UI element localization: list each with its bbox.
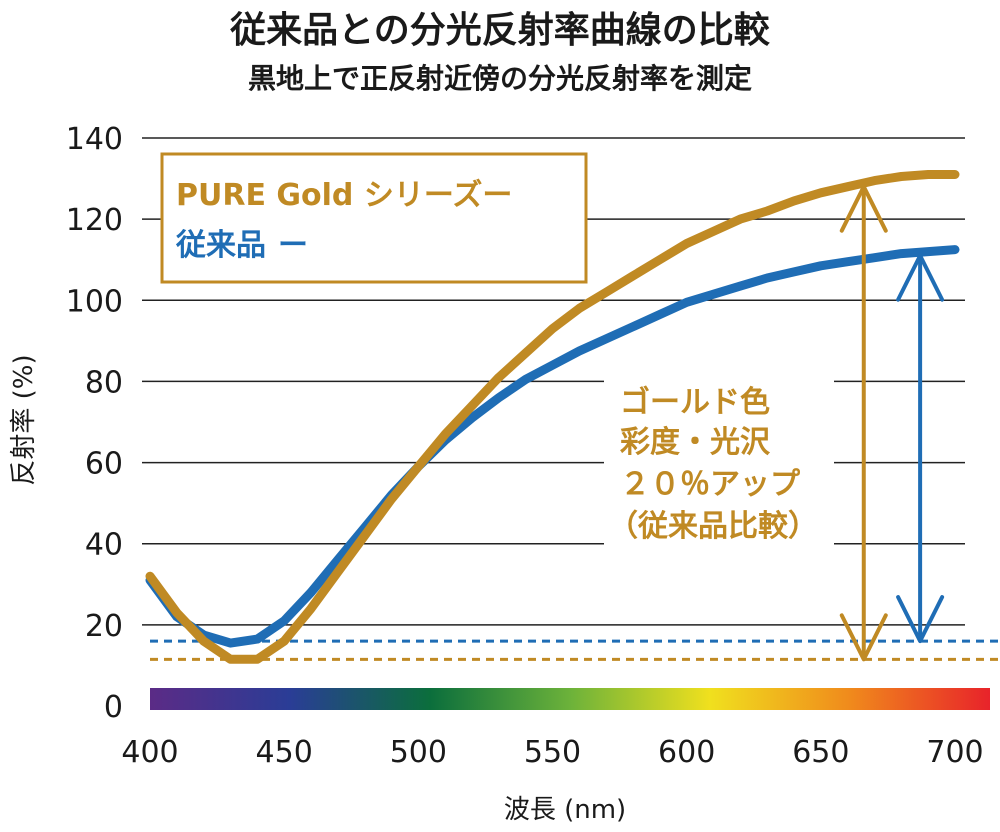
y-tick-label: 0	[104, 690, 123, 725]
y-tick-label: 40	[85, 528, 123, 563]
y-tick-label: 80	[85, 365, 123, 400]
spectrum-bar	[150, 688, 990, 710]
x-tick-label: 550	[524, 735, 581, 770]
x-tick-label: 400	[121, 735, 178, 770]
legend-entry-conventional: 従来品ー	[175, 228, 308, 263]
x-tick-label: 450	[256, 735, 313, 770]
x-tick-label: 650	[792, 735, 849, 770]
y-tick-label: 140	[66, 122, 123, 157]
x-tick-label: 600	[658, 735, 715, 770]
x-axis-label: 波長 (nm)	[504, 795, 626, 825]
y-tick-label: 20	[85, 609, 123, 644]
y-tick-label: 100	[66, 284, 123, 319]
difference-arrows	[839, 184, 945, 662]
chart-subtitle: 黒地上で正反射近傍の分光反射率を測定	[248, 62, 752, 95]
legend-box	[160, 152, 588, 284]
annotation-line-4: （従来品比較）	[608, 509, 818, 544]
legend-gold-suffix: ー	[482, 178, 512, 213]
legend: PURE Gold シリーズー 従来品ー	[160, 152, 588, 284]
legend-conventional-suffix: ー	[278, 228, 308, 263]
annotation-line-3: ２０％アップ	[620, 467, 801, 502]
series-line-gold	[145, 170, 960, 664]
x-tick-label: 500	[390, 735, 447, 770]
annotation-line-1: ゴールド色	[620, 385, 770, 420]
chart-title: 従来品との分光反射率曲線の比較	[229, 10, 771, 51]
legend-entry-gold: PURE Gold シリーズー	[176, 178, 512, 213]
legend-gold-name: PURE Gold シリーズ	[176, 178, 482, 213]
legend-conventional-name: 従来品	[175, 228, 266, 263]
difference-arrow	[839, 184, 888, 662]
y-tick-label: 60	[85, 447, 123, 482]
annotation-line-2: 彩度・光沢	[620, 425, 771, 460]
y-axis-ticks: 0 20 40 60 80 100 120 140	[66, 122, 123, 725]
annotation: ゴールド色 彩度・光沢 ２０％アップ （従来品比較）	[604, 378, 834, 550]
x-tick-label: 700	[926, 735, 983, 770]
difference-arrow	[896, 253, 945, 644]
annotation-backdrop	[604, 378, 834, 550]
y-axis-label: 反射率 (%)	[9, 354, 39, 485]
series-line-conventional	[145, 245, 960, 648]
x-axis-ticks: 400 450 500 550 600 650 700	[121, 735, 983, 770]
series-lines	[145, 170, 960, 664]
baselines	[150, 639, 1000, 661]
y-tick-label: 120	[66, 203, 123, 238]
